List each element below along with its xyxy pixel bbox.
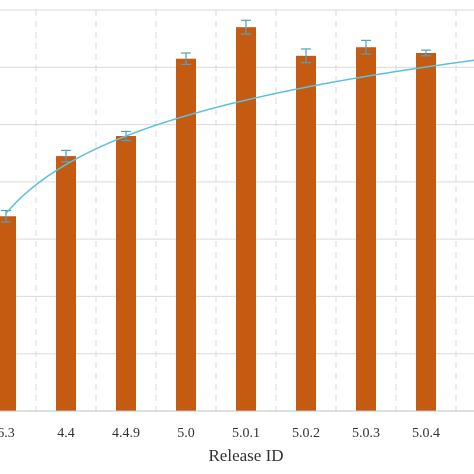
x-tick-label: 5.0.1 xyxy=(232,426,260,441)
error-bar-5.0 xyxy=(181,52,191,66)
trendline xyxy=(5,59,474,214)
x-tick-label: 5.0.4 xyxy=(412,426,440,441)
error-bar-5.0.2 xyxy=(301,48,311,64)
bar-5.0 xyxy=(176,58,196,411)
bar-5.0.2 xyxy=(296,55,316,411)
x-axis-title: Release ID xyxy=(208,446,283,465)
x-tick-label: 6.3 xyxy=(0,426,15,441)
bar-5.0.3 xyxy=(356,47,376,411)
bar-4.6.3 xyxy=(0,216,16,411)
error-bar-5.0.1 xyxy=(241,19,251,35)
error-bar-5.0.3 xyxy=(361,39,371,55)
bars xyxy=(0,27,436,411)
grid xyxy=(0,9,474,411)
bar-4.4.9 xyxy=(116,136,136,411)
x-tick-labels: 6.3 4.4 4.4.9 5.0 5.0.1 5.0.2 5.0.3 5.0.4 xyxy=(0,426,440,441)
x-tick-label: 5.0.2 xyxy=(292,426,320,441)
bar-4.4 xyxy=(56,156,76,411)
x-tick-label: 4.4.9 xyxy=(112,426,140,441)
x-tick-label: 5.0.3 xyxy=(352,426,380,441)
x-tick-label: 4.4 xyxy=(57,426,75,441)
error-bar-5.0.4 xyxy=(421,49,431,57)
x-tick-label: 5.0 xyxy=(177,426,195,441)
bar-5.0.1 xyxy=(236,27,256,411)
bar-5.0.4 xyxy=(416,52,436,411)
